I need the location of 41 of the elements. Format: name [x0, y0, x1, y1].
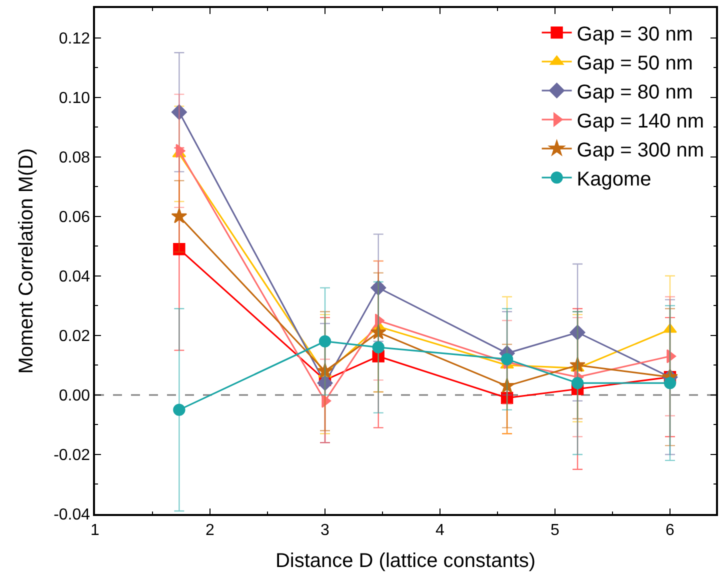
point — [370, 280, 386, 296]
point — [171, 208, 188, 224]
point — [663, 323, 677, 333]
legend-label: Gap = 300 nm — [576, 139, 704, 162]
y-tick-label: -0.02 — [54, 447, 90, 464]
y-tick-label: -0.04 — [54, 506, 90, 524]
legend-label: Kagome — [576, 168, 652, 190]
point — [173, 242, 186, 256]
point — [571, 376, 584, 390]
legend-label: Gap = 80 nm — [576, 81, 693, 104]
point — [500, 353, 514, 366]
point — [317, 362, 333, 378]
point — [370, 324, 386, 340]
point — [318, 335, 332, 348]
legend-label: Gap = 30 nm — [576, 23, 693, 46]
x-tick-label: 5 — [550, 522, 560, 539]
point — [372, 341, 384, 354]
y-tick-label: 0.04 — [58, 268, 90, 286]
x-axis-title: Distance D (lattice constants) — [275, 550, 536, 572]
x-tick-label: 3 — [320, 522, 330, 539]
point — [500, 392, 514, 404]
y-tick-label: 0.10 — [58, 90, 90, 107]
x-tick-label: 4 — [436, 522, 445, 539]
point — [317, 375, 333, 391]
y-tick-label: 0.08 — [58, 149, 90, 166]
x-tick-label: 1 — [90, 522, 100, 539]
y-axis-title: Moment Correlation M(D) — [16, 148, 38, 374]
point — [499, 378, 515, 393]
point — [171, 104, 187, 120]
point — [664, 376, 676, 390]
legend-label: Gap = 140 nm — [576, 110, 704, 132]
point — [570, 356, 586, 372]
x-tick-label: 6 — [666, 522, 675, 539]
x-tick-label: 2 — [206, 522, 215, 539]
legend-label: Gap = 50 nm — [576, 52, 693, 74]
point — [570, 324, 586, 340]
y-tick-label: 0.12 — [58, 30, 90, 48]
y-tick-label: 0.02 — [58, 328, 90, 346]
y-tick-label: 0.00 — [58, 388, 90, 405]
y-tick-label: 0.06 — [58, 208, 90, 226]
point — [173, 404, 186, 416]
